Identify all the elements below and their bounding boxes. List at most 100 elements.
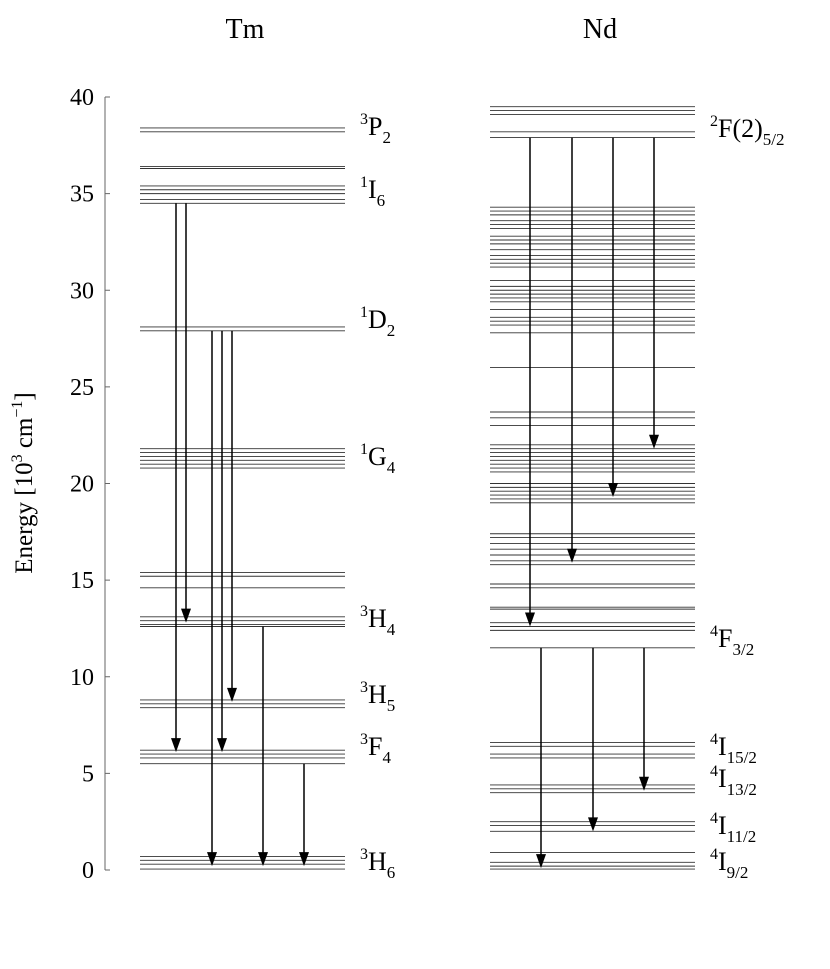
y-axis-label-part: cm — [11, 417, 38, 454]
level-label: 4I9/2 — [710, 846, 748, 882]
arrow-head — [217, 738, 227, 753]
arrow-head — [536, 854, 546, 869]
label-sup: 4 — [710, 763, 718, 780]
label-sub: 3/2 — [732, 640, 754, 659]
label-base: F(2) — [718, 114, 763, 143]
arrow-head — [227, 687, 237, 702]
y-axis-label-part: Energy [10 — [11, 462, 38, 573]
arrow-head — [525, 612, 535, 627]
label-base: D — [368, 305, 387, 334]
label-base: I — [718, 811, 727, 840]
level-label: 3F4 — [360, 731, 391, 767]
transition-arrow — [207, 330, 217, 867]
panel-title: Tm — [226, 14, 265, 45]
arrow-head — [207, 852, 217, 867]
label-sub: 2 — [387, 321, 396, 340]
label-sub: 4 — [387, 620, 396, 639]
label-sub: 2 — [382, 128, 391, 147]
transition-arrow — [171, 203, 181, 753]
arrow-head — [171, 738, 181, 753]
label-base: F — [718, 624, 732, 653]
arrow-head — [639, 776, 649, 791]
y-axis-label-part: −1 — [9, 401, 26, 418]
label-base: I — [718, 847, 727, 876]
label-sup: 3 — [360, 731, 368, 748]
label-base: H — [368, 847, 387, 876]
transition-arrow — [217, 330, 227, 753]
label-sup: 2 — [710, 113, 718, 130]
level-label: 4I11/2 — [710, 810, 756, 846]
label-sub: 6 — [377, 191, 386, 210]
y-tick-label: 35 — [70, 182, 94, 208]
label-base: I — [368, 175, 377, 204]
label-sup: 3 — [360, 603, 368, 620]
transition-arrow — [227, 330, 237, 702]
arrow-head — [608, 483, 618, 498]
label-sup: 3 — [360, 111, 368, 128]
level-label: 3H4 — [360, 603, 396, 639]
y-tick-label: 30 — [70, 278, 94, 304]
level-label: 1I6 — [360, 174, 385, 210]
level-label: 3H5 — [360, 679, 395, 715]
label-base: G — [368, 442, 387, 471]
arrow-head — [181, 608, 191, 623]
label-sub: 13/2 — [727, 780, 757, 799]
label-base: P — [368, 112, 382, 141]
label-sub: 4 — [387, 458, 396, 477]
label-sub: 11/2 — [727, 827, 757, 846]
label-sub: 5 — [387, 696, 396, 715]
y-axis-label: Energy [103 cm−1] — [9, 392, 38, 573]
label-base: I — [718, 764, 727, 793]
label-sub: 15/2 — [727, 748, 757, 767]
arrow-head — [649, 434, 659, 449]
level-label: 2F(2)5/2 — [710, 113, 785, 149]
level-label: 1G4 — [360, 441, 396, 477]
label-sup: 3 — [360, 846, 368, 863]
label-sup: 4 — [710, 623, 718, 640]
label-sub: 4 — [382, 748, 391, 767]
y-tick-label: 0 — [82, 858, 94, 884]
level-label: 1D2 — [360, 304, 395, 340]
transition-arrow — [639, 647, 649, 791]
arrow-head — [258, 852, 268, 867]
label-sup: 1 — [360, 304, 368, 321]
transition-arrow — [608, 137, 618, 498]
arrow-head — [567, 548, 577, 563]
y-tick-label: 10 — [70, 665, 94, 691]
y-tick-label: 20 — [70, 472, 94, 498]
y-tick-label: 15 — [70, 568, 94, 594]
level-label: 4I15/2 — [710, 731, 757, 767]
label-base: I — [718, 732, 727, 761]
y-tick-label: 5 — [82, 761, 94, 787]
label-sup: 4 — [710, 846, 718, 863]
transition-arrow — [588, 647, 598, 832]
label-base: F — [368, 732, 382, 761]
label-sup: 4 — [710, 731, 718, 748]
label-base: H — [368, 604, 387, 633]
y-axis-label-part: 3 — [9, 454, 26, 462]
transition-arrow — [181, 203, 191, 623]
y-axis-label-part: ] — [11, 392, 38, 400]
transition-arrow — [536, 647, 546, 869]
label-base: H — [368, 680, 387, 709]
transition-arrow — [525, 137, 535, 627]
transition-arrow — [258, 626, 268, 867]
level-label: 4F3/2 — [710, 623, 754, 659]
label-sub: 9/2 — [727, 863, 749, 882]
label-sup: 4 — [710, 810, 718, 827]
label-sup: 1 — [360, 174, 368, 191]
level-label: 3P2 — [360, 111, 391, 147]
label-sup: 1 — [360, 441, 368, 458]
label-sub: 6 — [387, 863, 396, 882]
label-sub: 5/2 — [763, 130, 785, 149]
label-sup: 3 — [360, 679, 368, 696]
level-label: 3H6 — [360, 846, 395, 882]
level-label: 4I13/2 — [710, 763, 757, 799]
arrow-head — [299, 852, 309, 867]
y-tick-label: 40 — [70, 85, 94, 111]
arrow-head — [588, 817, 598, 832]
transition-arrow — [299, 763, 309, 867]
transition-arrow — [649, 137, 659, 449]
panel-title: Nd — [583, 14, 617, 45]
